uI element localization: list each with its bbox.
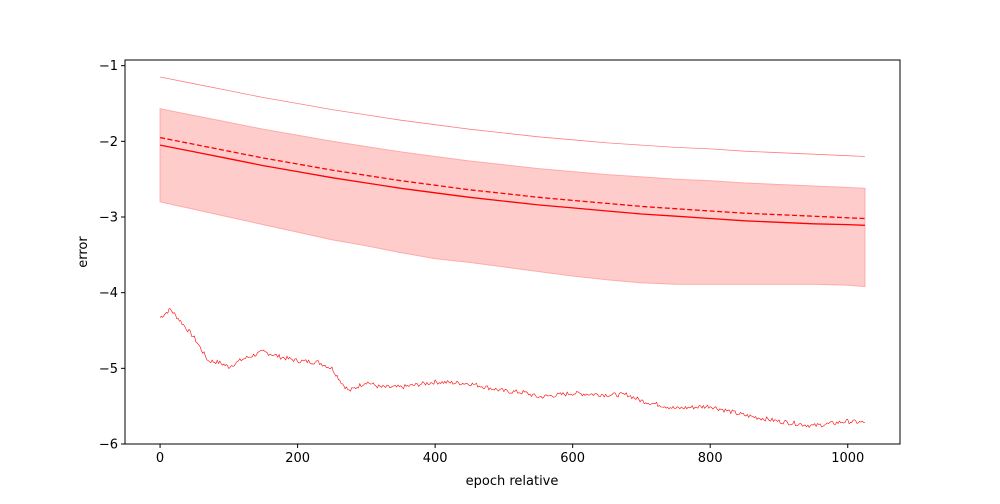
- y-tick-label: −1: [99, 59, 118, 74]
- x-tick-label: 600: [560, 451, 585, 466]
- axes-frame: [124, 59, 901, 445]
- x-tick-label: 200: [285, 451, 310, 466]
- series-line-mean: [159, 144, 865, 226]
- y-axis-label: error: [76, 236, 91, 268]
- x-tick-label: 1000: [831, 451, 864, 466]
- x-axis-label: epoch relative: [466, 474, 559, 489]
- y-tick-label: −6: [99, 438, 118, 453]
- x-tick-label: 400: [423, 451, 448, 466]
- y-tick-label: −5: [99, 362, 118, 377]
- y-tick-label: −2: [99, 135, 118, 150]
- series-band: [159, 108, 866, 288]
- series-line-median: [159, 136, 865, 220]
- y-tick-label: −4: [99, 286, 118, 301]
- series-line-min: [159, 308, 865, 428]
- series-line-max: [160, 76, 865, 157]
- plot-marks: [159, 76, 866, 428]
- y-axis: −1 −2 −3 −4 −5 −6: [99, 59, 125, 453]
- y-tick-label: −3: [99, 211, 118, 226]
- x-axis: 0 200 400 600 800 1000: [156, 444, 864, 466]
- x-tick-label: 0: [156, 451, 164, 466]
- x-tick-label: 800: [698, 451, 723, 466]
